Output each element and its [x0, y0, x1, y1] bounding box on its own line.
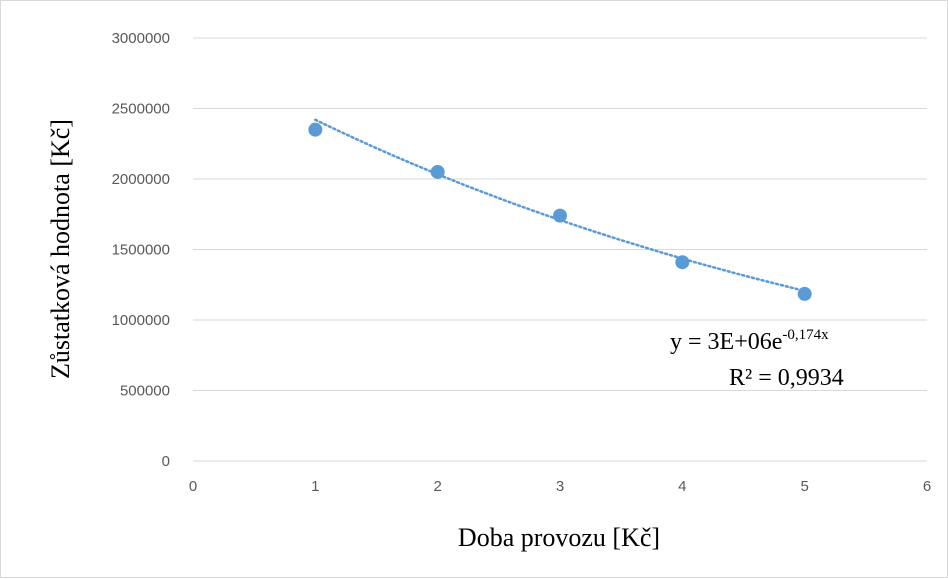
data-point-2 [430, 164, 445, 179]
x-tick-label-0: 0 [189, 478, 197, 495]
x-tick-label-5: 5 [800, 478, 808, 495]
x-tick-label-1: 1 [311, 478, 319, 495]
y-tick-label-0: 0 [162, 453, 170, 470]
x-tick-labels: 0 1 2 3 4 5 6 [189, 478, 931, 495]
y-tick-label-3000000: 3000000 [112, 30, 170, 47]
y-tick-label-500000: 500000 [120, 383, 170, 400]
trendline-equation-base: y = 3E+06e [670, 329, 782, 355]
data-point-4 [675, 255, 690, 270]
data-points [308, 122, 812, 301]
y-axis-title: Zůstatková hodnota [Kč] [46, 119, 75, 379]
y-tick-labels: 0 500000 1000000 1500000 2000000 2500000 30000… [112, 30, 170, 470]
y-tick-label-1000000: 1000000 [112, 312, 170, 329]
x-tick-label-4: 4 [678, 478, 686, 495]
x-tick-label-3: 3 [556, 478, 564, 495]
x-axis-title: Doba provozu [Kč] [458, 523, 660, 552]
trendline-equation: y = 3E+06e-0,174x [670, 327, 829, 355]
trendline-r-squared: R² = 0,9934 [729, 365, 844, 391]
x-tick-label-2: 2 [433, 478, 441, 495]
x-tick-label-6: 6 [923, 478, 931, 495]
gridlines [193, 37, 927, 391]
data-point-3 [553, 208, 567, 223]
y-tick-label-2000000: 2000000 [112, 171, 170, 188]
trendline-equation-exponent: -0,174x [782, 327, 829, 343]
trendline [314, 118, 806, 293]
data-point-5 [797, 286, 812, 301]
trendline-group [314, 118, 806, 293]
y-tick-label-2500000: 2500000 [112, 101, 170, 118]
data-point-1 [308, 122, 323, 137]
y-tick-label-1500000: 1500000 [112, 242, 170, 259]
